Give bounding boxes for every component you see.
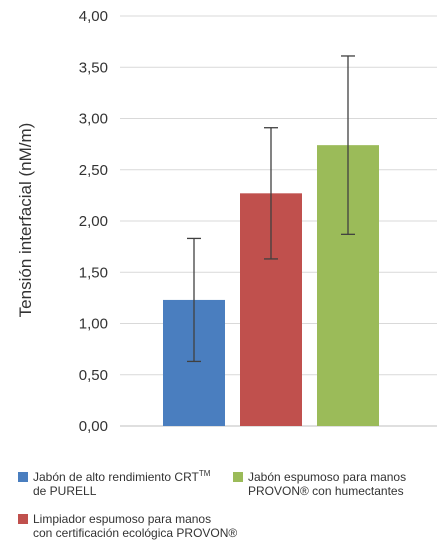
- legend-label-3: Jabón espumoso para manos PROVON® con hu…: [248, 470, 407, 498]
- error-bars: [187, 55, 355, 363]
- legend-swatch-2: [18, 514, 28, 524]
- y-tick-labels: 0,00 0,50 1,00 1,50 2,00 2,50 3,00 3,50 4,00: [79, 8, 108, 435]
- y-tick-label: 3,00: [79, 111, 108, 128]
- y-tick-label: 0,50: [79, 367, 108, 384]
- y-tick-label: 2,00: [79, 213, 108, 230]
- y-tick-label: 3,50: [79, 59, 108, 76]
- legend-swatch-3: [233, 472, 243, 482]
- y-tick-label: 1,50: [79, 264, 108, 281]
- y-axis-label: Tensión interfacial (nM/m): [16, 123, 35, 318]
- y-tick-label: 1,00: [79, 316, 108, 333]
- bar-chart: 0,00 0,50 1,00 1,50 2,00 2,50 3,00 3,50 4,00 Ten…: [16, 8, 437, 435]
- y-tick-label: 0,00: [79, 418, 108, 435]
- legend-label-1: Jabón de alto rendimiento CRTTM de PUREL…: [33, 469, 211, 499]
- legend-label-2: Limpiador espumoso para manos con certif…: [33, 512, 238, 540]
- y-tick-label: 2,50: [79, 162, 108, 179]
- y-tick-label: 4,00: [79, 8, 108, 25]
- legend-swatch-1: [18, 472, 28, 482]
